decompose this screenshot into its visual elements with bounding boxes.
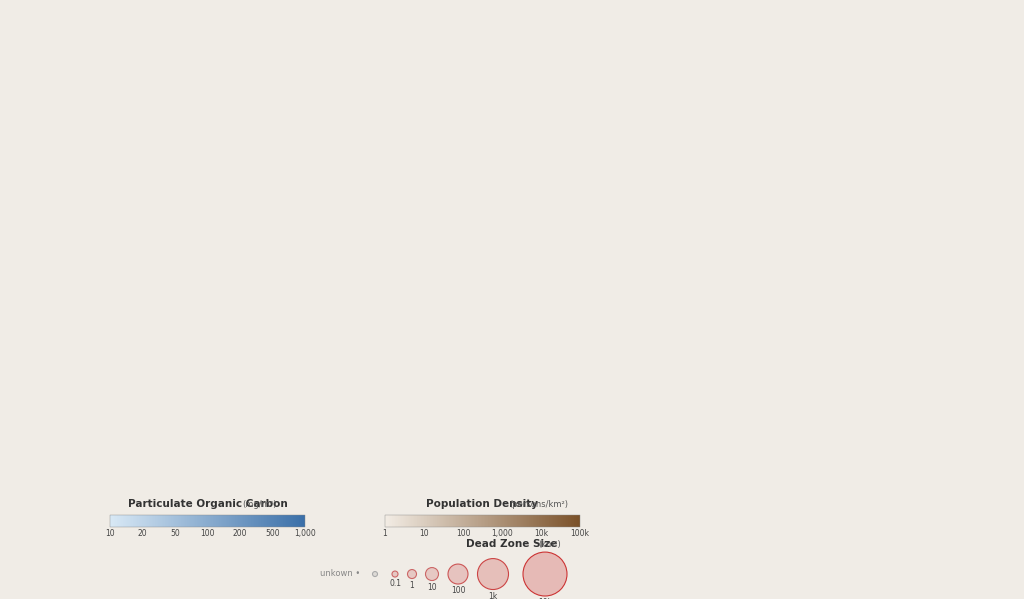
- Text: unkown •: unkown •: [319, 568, 360, 577]
- Circle shape: [408, 570, 417, 579]
- Text: 20: 20: [137, 529, 147, 538]
- Text: Dead Zone Size: Dead Zone Size: [466, 539, 558, 549]
- Text: 10: 10: [427, 582, 437, 592]
- Text: Particulate Organic Carbon: Particulate Organic Carbon: [128, 499, 288, 509]
- Text: (km²): (km²): [539, 540, 561, 549]
- Text: 1: 1: [410, 580, 415, 589]
- Circle shape: [449, 564, 468, 584]
- Text: 100: 100: [456, 529, 470, 538]
- Circle shape: [523, 552, 567, 596]
- Text: 200: 200: [232, 529, 247, 538]
- Text: 0.1: 0.1: [389, 579, 401, 588]
- Circle shape: [477, 558, 509, 589]
- Circle shape: [373, 571, 378, 576]
- Text: 500: 500: [265, 529, 280, 538]
- Text: 1k: 1k: [488, 592, 498, 599]
- Text: 100: 100: [201, 529, 215, 538]
- Text: 10k: 10k: [538, 598, 552, 599]
- Text: 10k: 10k: [534, 529, 548, 538]
- Bar: [110, 515, 305, 527]
- Text: 1,000: 1,000: [492, 529, 513, 538]
- Text: Population Density: Population Density: [427, 499, 539, 509]
- Circle shape: [426, 568, 438, 580]
- Text: 100k: 100k: [570, 529, 590, 538]
- Text: 50: 50: [170, 529, 180, 538]
- Text: 100: 100: [451, 586, 465, 595]
- Text: 1,000: 1,000: [294, 529, 315, 538]
- Text: 1: 1: [383, 529, 387, 538]
- Text: (mg/m³): (mg/m³): [243, 500, 276, 509]
- Text: 10: 10: [419, 529, 429, 538]
- Bar: [385, 515, 580, 527]
- Text: (persons/km²): (persons/km²): [509, 500, 568, 509]
- Circle shape: [392, 571, 398, 577]
- Text: 10: 10: [105, 529, 115, 538]
